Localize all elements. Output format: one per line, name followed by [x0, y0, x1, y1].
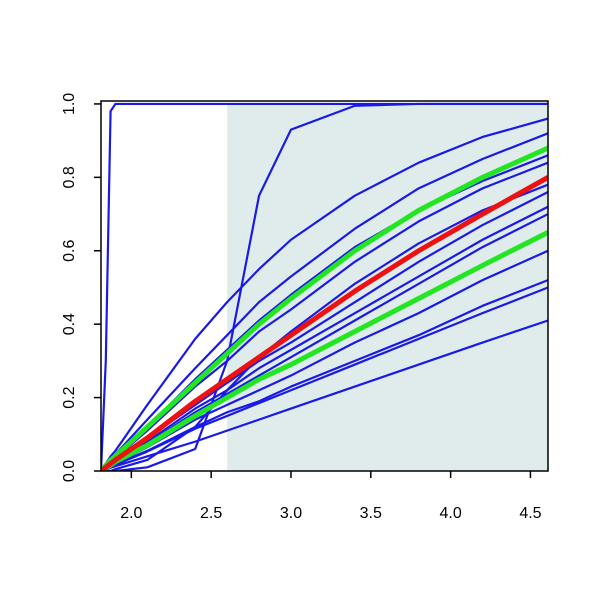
x-tick-label: 2.0	[120, 505, 142, 522]
y-tick-label: 0.4	[61, 313, 78, 335]
series-line	[101, 175, 548, 471]
shaded-region	[227, 103, 548, 471]
x-tick-label: 3.0	[280, 505, 302, 522]
y-tick-label: 0.0	[61, 460, 78, 482]
y-tick-label: 0.6	[61, 240, 78, 262]
y-tick-label: 1.0	[61, 93, 78, 115]
y-tick-label: 0.8	[61, 166, 78, 188]
x-tick-label: 3.5	[360, 505, 382, 522]
x-tick-label: 4.5	[519, 505, 541, 522]
plot-frame	[100, 100, 549, 472]
lines	[101, 102, 548, 471]
x-tick-label: 2.5	[200, 505, 222, 522]
series-line	[101, 145, 548, 471]
x-tick-label: 4.0	[439, 505, 461, 522]
series-line	[101, 117, 548, 471]
y-tick-label: 0.2	[61, 386, 78, 408]
